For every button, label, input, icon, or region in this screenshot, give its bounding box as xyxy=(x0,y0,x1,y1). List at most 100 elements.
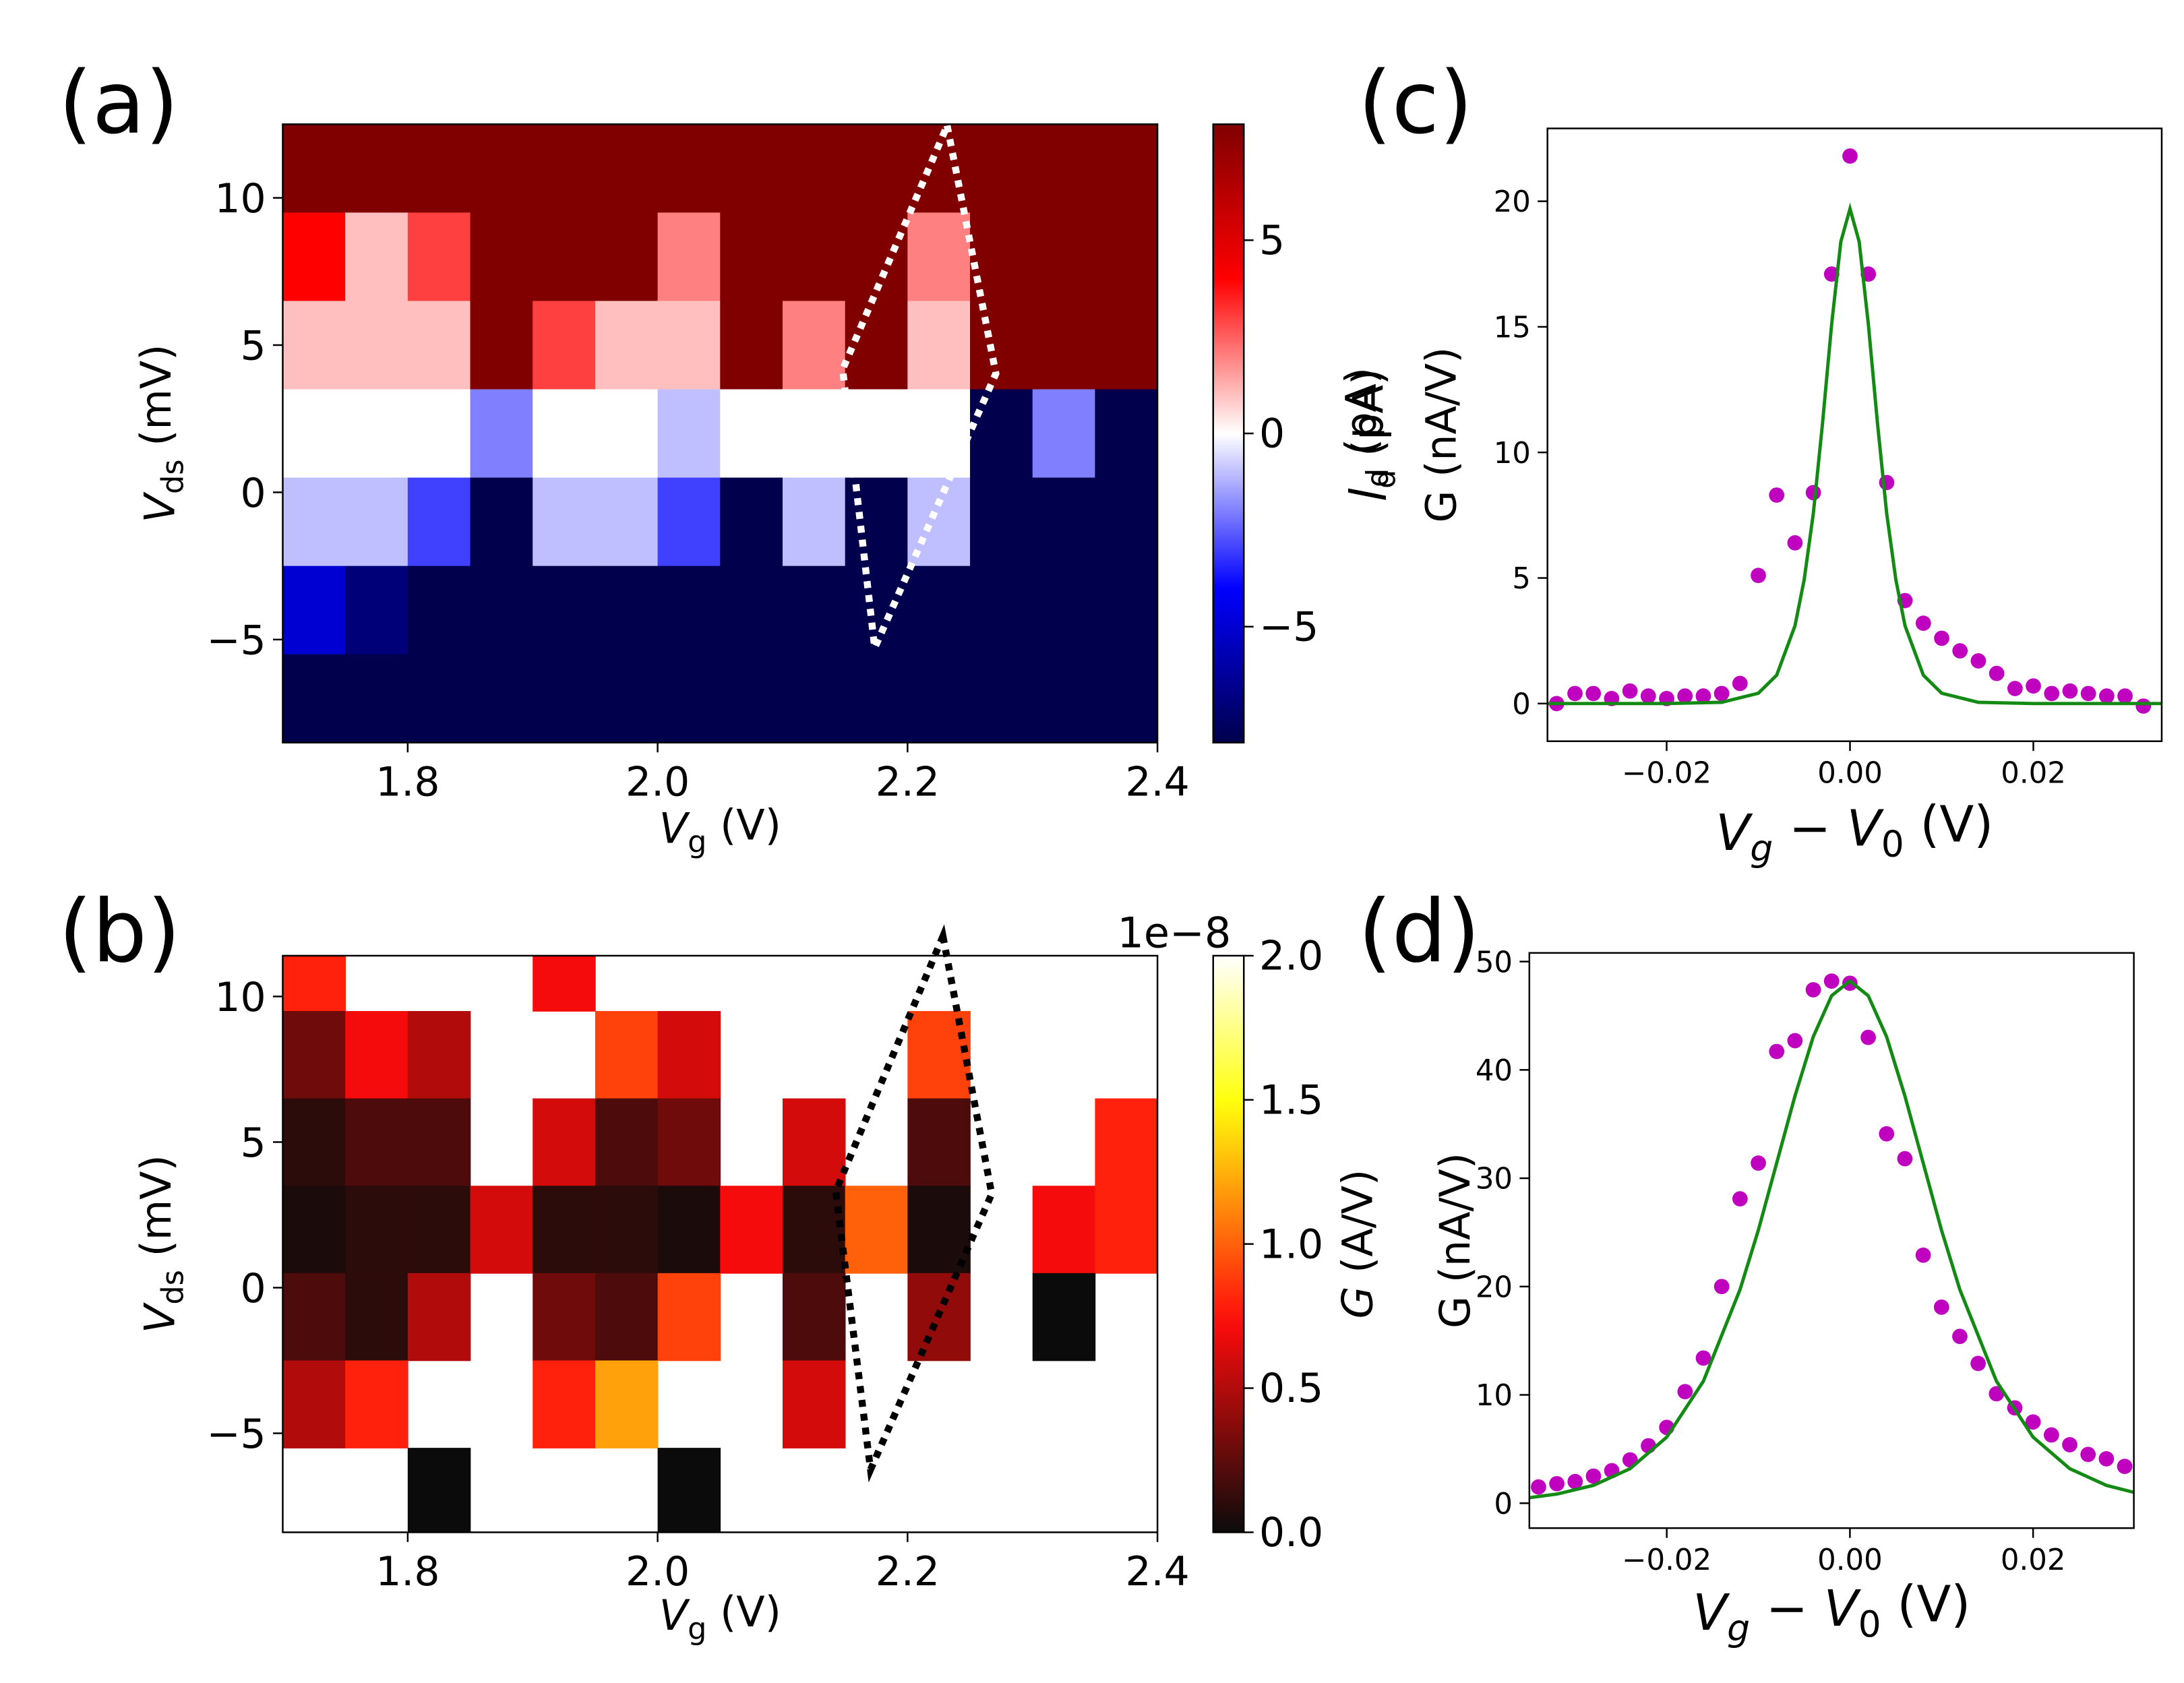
heatmap-cell xyxy=(345,1098,408,1187)
heatmap-cell xyxy=(345,654,408,743)
heatmap-cell xyxy=(907,654,971,743)
heatmap-cell xyxy=(470,1186,534,1274)
heatmap-cell xyxy=(720,389,783,479)
heatmap-cell xyxy=(533,565,596,655)
heatmap-cell xyxy=(345,212,408,302)
x-tick-label: 0.02 xyxy=(2001,757,2066,791)
heatmap-cell xyxy=(1095,1098,1158,1187)
data-point xyxy=(1567,685,1583,702)
data-point xyxy=(1915,1247,1931,1263)
heatmap-cell xyxy=(407,212,471,302)
heatmap-cell xyxy=(345,124,408,214)
heatmap-cell xyxy=(657,212,721,302)
y-tick-label: 40 xyxy=(1476,1054,1513,1088)
heatmap-cell xyxy=(1032,1186,1096,1274)
x-axis-label: Vg (V) xyxy=(659,800,781,859)
y-axis-label: G (nA/V) xyxy=(1430,1153,1480,1328)
data-point xyxy=(1860,1029,1876,1045)
y-tick-label: 0 xyxy=(241,1265,266,1312)
heatmap-cell xyxy=(407,1098,471,1187)
x-axis-label-part: g xyxy=(688,824,706,859)
data-point xyxy=(1823,973,1840,989)
heatmap-cell xyxy=(407,1448,471,1533)
heatmap-cell xyxy=(595,565,659,655)
heatmap-cell xyxy=(533,1186,596,1274)
panel-label: (c) xyxy=(1358,53,1473,154)
heatmap-cell xyxy=(782,1273,846,1361)
heatmap-cell xyxy=(595,301,659,390)
heatmap-cell xyxy=(720,124,783,214)
heatmap-cell xyxy=(595,124,659,214)
data-point xyxy=(1695,1350,1711,1366)
heatmap-cell xyxy=(970,477,1033,567)
heatmap-cell xyxy=(345,477,408,567)
heatmap-cell xyxy=(657,1273,721,1361)
data-point xyxy=(2007,681,2023,696)
data-point xyxy=(1585,685,1602,702)
heatmap-cell xyxy=(782,124,846,214)
x-tick-label: 2.0 xyxy=(626,1548,690,1595)
data-point xyxy=(1531,1479,1546,1495)
data-point xyxy=(2080,685,2096,702)
axes-frame xyxy=(1528,952,2135,1529)
heatmap-cell xyxy=(970,212,1033,302)
data-point xyxy=(1640,688,1656,704)
heatmap-cell xyxy=(657,1011,721,1099)
data-point xyxy=(2080,1446,2096,1463)
data-point xyxy=(2026,678,2041,694)
y-tick-label: −5 xyxy=(206,1411,266,1458)
heatmap-cell xyxy=(782,1098,846,1187)
heatmap-cell xyxy=(595,477,659,567)
panel: 0.0 0.5 1.0 1.5 2.0 G (A/V) 1e−8 1.8 2.0 2.2 2.4 −5… xyxy=(59,882,1383,1646)
heatmap-cell xyxy=(907,389,971,479)
heatmap-cell xyxy=(595,1186,659,1274)
panel-label: (d) xyxy=(1358,882,1480,982)
heatmap-cell xyxy=(907,1098,971,1187)
plot-area xyxy=(282,955,1158,1533)
x-axis-label-part: 0 xyxy=(1858,1603,1881,1645)
colorbar-tick-label: 5 xyxy=(1259,217,1285,264)
heatmap-cell xyxy=(407,654,471,743)
y-tick-label: 0 xyxy=(241,470,266,517)
y-tick-label: 15 xyxy=(1494,311,1531,345)
heatmap-cell xyxy=(282,477,346,567)
data-point xyxy=(1989,665,2005,681)
heatmap-cell xyxy=(720,477,783,567)
y-tick-label: −5 xyxy=(206,617,266,664)
heatmap-cell xyxy=(657,1098,721,1187)
heatmap-cell xyxy=(1032,124,1096,214)
colorbar xyxy=(1212,954,1245,1533)
heatmap-cell xyxy=(407,124,471,214)
diamond-outline-a xyxy=(839,113,1000,661)
y-tick-label: 5 xyxy=(241,323,266,370)
heatmap-cell xyxy=(533,1360,596,1448)
y-axis-label-part: G (nA/V) xyxy=(1430,1153,1480,1328)
heatmap-cell xyxy=(533,301,596,390)
colorbar-tick-label: 0.0 xyxy=(1259,1509,1323,1556)
heatmap-cell xyxy=(282,1273,346,1361)
y-tick-label: 0 xyxy=(1512,687,1531,721)
y-tick-label: 0 xyxy=(1494,1488,1513,1521)
heatmap-cell xyxy=(845,389,909,479)
data-point xyxy=(1695,688,1711,704)
heatmap-cell xyxy=(470,654,534,743)
heatmap-cell xyxy=(1095,565,1158,655)
heatmap-cell xyxy=(345,1186,408,1274)
heatmap-cell xyxy=(345,1273,408,1361)
data-point xyxy=(1567,1473,1583,1490)
heatmap-cell xyxy=(407,1186,471,1274)
y-axis-label-part: I xyxy=(1347,489,1396,501)
diamond-outline-b xyxy=(832,924,996,1483)
heatmap-cell xyxy=(1095,301,1158,390)
x-axis-label-part: 0 xyxy=(1881,823,1904,865)
y-axis-label-part: (mV) xyxy=(131,344,181,460)
heatmap-cell xyxy=(407,565,471,655)
heatmap-cell xyxy=(845,301,909,390)
x-axis-label-part: g xyxy=(688,1611,706,1646)
heatmap-cell xyxy=(782,1360,846,1448)
data-point xyxy=(1549,1475,1565,1492)
